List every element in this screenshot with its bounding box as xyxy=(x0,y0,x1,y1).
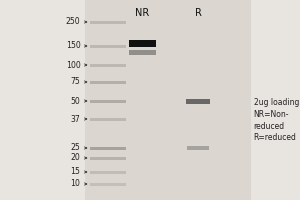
Bar xyxy=(90,170,126,173)
Text: 2ug loading
NR=Non-
reduced
R=reduced: 2ug loading NR=Non- reduced R=reduced xyxy=(254,98,299,142)
Text: 20: 20 xyxy=(71,154,87,162)
Bar xyxy=(90,146,126,150)
Bar xyxy=(186,98,210,104)
Bar xyxy=(90,80,126,84)
Text: 37: 37 xyxy=(71,114,87,123)
Text: 50: 50 xyxy=(71,97,87,106)
Bar xyxy=(187,146,209,150)
Bar xyxy=(90,45,126,47)
Bar xyxy=(90,182,126,186)
Text: 25: 25 xyxy=(71,144,87,152)
Bar xyxy=(85,0,250,200)
Text: 75: 75 xyxy=(71,77,87,86)
Text: R: R xyxy=(195,8,201,18)
Bar xyxy=(90,64,126,66)
Text: NR: NR xyxy=(135,8,150,18)
Bar xyxy=(90,117,126,120)
Bar xyxy=(90,99,126,102)
Text: 10: 10 xyxy=(70,180,87,188)
Bar xyxy=(90,21,126,23)
Text: 100: 100 xyxy=(66,60,87,70)
Bar xyxy=(129,40,156,46)
Bar xyxy=(129,49,156,54)
Text: 15: 15 xyxy=(70,168,87,176)
Bar xyxy=(90,156,126,160)
Text: 150: 150 xyxy=(66,42,87,50)
Text: 250: 250 xyxy=(66,18,87,26)
